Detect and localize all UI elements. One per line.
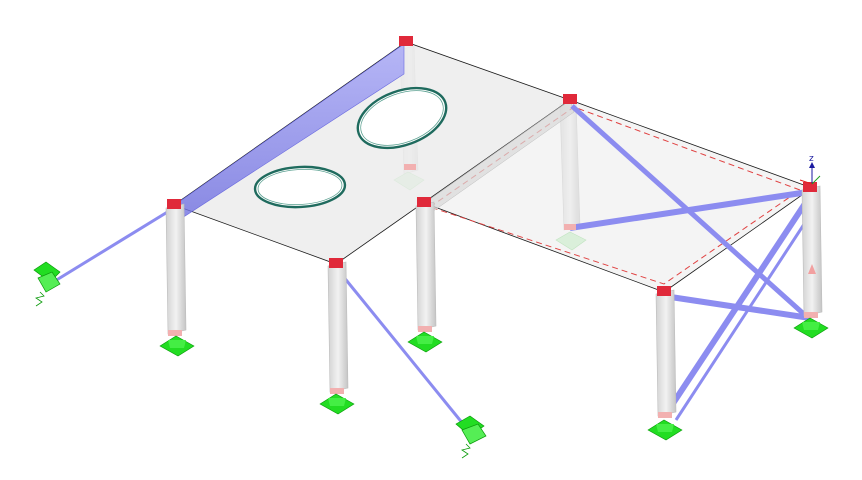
- column-1[interactable]: [165, 203, 187, 335]
- opening-front[interactable]: [253, 165, 347, 210]
- support-5[interactable]: [793, 317, 829, 339]
- spring-support-bottom[interactable]: [455, 415, 487, 459]
- support-1[interactable]: [159, 335, 195, 357]
- axis-label-z: z: [809, 154, 814, 164]
- brace-6[interactable]: [663, 194, 814, 421]
- z-axis-icon: z: [799, 154, 821, 185]
- brace-1[interactable]: [49, 206, 175, 286]
- opening-back[interactable]: [350, 77, 455, 159]
- column-5[interactable]: [801, 185, 823, 317]
- column-4[interactable]: [655, 289, 677, 417]
- column-2[interactable]: [327, 261, 349, 393]
- support-4[interactable]: [647, 419, 683, 441]
- node-markers: [167, 36, 818, 418]
- spring-support-left[interactable]: [33, 261, 61, 307]
- support-3[interactable]: [407, 331, 443, 353]
- brace-2[interactable]: [336, 269, 470, 431]
- column-3[interactable]: [415, 201, 437, 331]
- support-2[interactable]: [319, 393, 355, 415]
- brace-4[interactable]: [569, 189, 809, 231]
